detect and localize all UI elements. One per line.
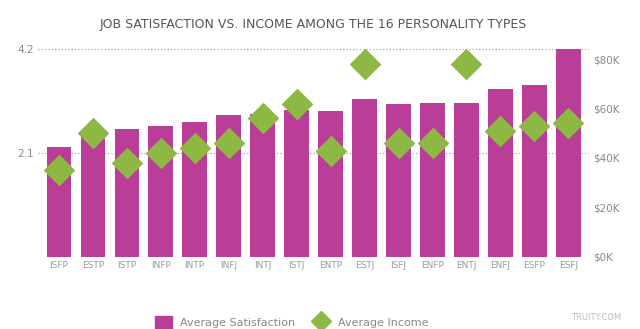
Point: [223, 140, 234, 146]
Point: [394, 140, 404, 146]
Point: [563, 121, 573, 126]
Point: [360, 62, 370, 67]
Bar: [284, 110, 309, 257]
Point: [529, 123, 540, 128]
Bar: [318, 111, 343, 257]
Bar: [353, 99, 377, 257]
Title: JOB SATISFACTION VS. INCOME AMONG THE 16 PERSONALITY TYPES: JOB SATISFACTION VS. INCOME AMONG THE 16…: [100, 18, 527, 31]
Bar: [148, 126, 173, 257]
Legend: Average Satisfaction, Average Income: Average Satisfaction, Average Income: [150, 312, 433, 329]
Bar: [250, 114, 275, 257]
Point: [54, 168, 64, 173]
Point: [461, 62, 472, 67]
Bar: [387, 104, 411, 257]
Bar: [47, 147, 71, 257]
Bar: [115, 129, 139, 257]
Point: [495, 128, 506, 134]
Bar: [522, 85, 547, 257]
Point: [257, 116, 268, 121]
Bar: [182, 122, 207, 257]
Point: [189, 145, 200, 151]
Point: [326, 148, 336, 153]
Point: [122, 160, 132, 165]
Bar: [488, 89, 513, 257]
Bar: [556, 49, 580, 257]
Bar: [420, 103, 445, 257]
Point: [291, 101, 301, 106]
Bar: [454, 103, 479, 257]
Point: [428, 140, 438, 146]
Text: TRUITY.COM: TRUITY.COM: [571, 314, 621, 322]
Point: [156, 150, 166, 156]
Point: [88, 131, 98, 136]
Bar: [81, 134, 105, 257]
Bar: [216, 115, 241, 257]
